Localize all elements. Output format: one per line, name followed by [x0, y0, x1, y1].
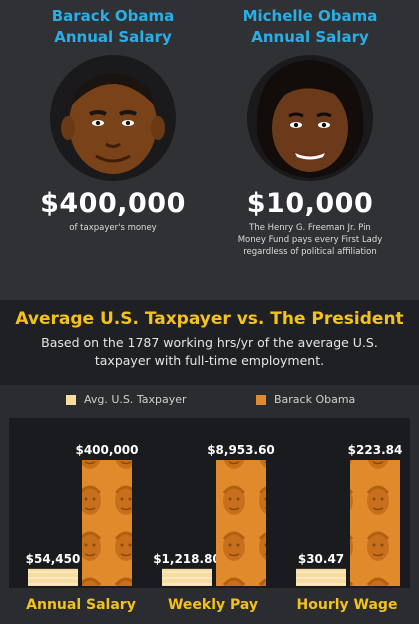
value-label-taxpayer-weekly-pay: $1,218.80	[153, 552, 221, 566]
legend-swatch-taxpayer	[66, 394, 76, 405]
value-label-taxpayer-annual-salary: $54,450	[26, 552, 81, 566]
legend-item-taxpayer: Avg. U.S. Taxpayer	[66, 393, 187, 406]
category-label-annual-salary: Annual Salary	[26, 597, 136, 613]
barack-obama-portrait	[50, 55, 176, 181]
value-label-obama-weekly-pay: $8,953.60	[207, 443, 275, 457]
barack-salary-heading: Annual Salary	[54, 28, 172, 46]
legend-item-obama: Barack Obama	[256, 393, 355, 406]
michelle-obama-portrait	[247, 55, 373, 181]
bar-obama-annual-salary	[82, 460, 132, 586]
michelle-salary-note-3: regardless of political affiliation	[243, 247, 377, 257]
category-label-hourly-wage: Hourly Wage	[296, 597, 398, 613]
salary-comparison-header: Barack Obama Annual Salary $400,000 of t…	[0, 0, 419, 300]
bar-taxpayer-weekly-pay	[162, 568, 212, 586]
barack-obama-column: Barack Obama Annual Salary $400,000 of t…	[13, 6, 213, 234]
bar-obama-weekly-pay	[216, 460, 266, 586]
comparison-subtitle-line-1: Based on the 1787 working hrs/yr of the …	[41, 335, 378, 350]
barack-salary-note: of taxpayer's money	[69, 223, 157, 233]
bar-obama-hourly-wage	[350, 460, 400, 586]
comparison-headline: Average U.S. Taxpayer vs. The President	[15, 309, 404, 329]
comparison-subtitle-line-2: taxpayer with full-time employment.	[94, 353, 325, 368]
legend-label-obama: Barack Obama	[274, 393, 356, 406]
bar-taxpayer-hourly-wage	[296, 568, 346, 586]
michelle-salary-heading: Annual Salary	[251, 28, 369, 46]
chart-bars: $54,450 $400,000 $1,218.80 $8,953.60 $30.47 $…	[26, 443, 403, 586]
chart-plot-panel	[9, 418, 410, 588]
barack-salary-amount: $400,000	[40, 188, 186, 219]
legend-label-taxpayer: Avg. U.S. Taxpayer	[84, 393, 187, 406]
value-label-taxpayer-hourly-wage: $30.47	[298, 552, 344, 566]
bar-taxpayer-annual-salary	[28, 568, 78, 586]
chart-legend: Avg. U.S. Taxpayer Barack Obama	[0, 393, 419, 409]
category-label-weekly-pay: Weekly Pay	[167, 597, 259, 613]
michelle-salary-amount: $10,000	[246, 188, 374, 219]
legend-swatch-obama	[256, 394, 266, 405]
barack-name: Barack Obama	[51, 7, 175, 25]
pay-comparison-chart: Avg. U.S. Taxpayer Barack Obama $54,450 $…	[0, 385, 419, 624]
michelle-salary-note-1: The Henry G. Freeman Jr. Pin	[249, 223, 371, 233]
value-label-obama-annual-salary: $400,000	[75, 443, 138, 457]
michelle-obama-column: Michelle Obama Annual Salary $10,000 The…	[210, 6, 410, 258]
comparison-heading-band: Average U.S. Taxpayer vs. The President …	[0, 300, 419, 385]
michelle-salary-note-2: Money Fund pays every First Lady	[237, 235, 383, 245]
michelle-name: Michelle Obama	[242, 7, 378, 25]
value-label-obama-hourly-wage: $223.84	[348, 443, 403, 457]
